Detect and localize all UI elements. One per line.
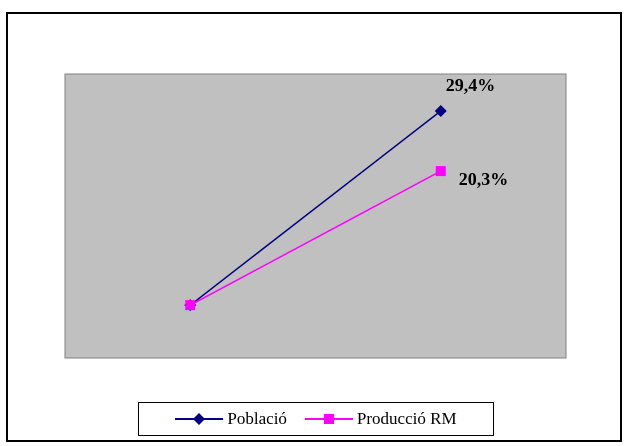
data-label-producci-rm: 20,3%	[459, 169, 509, 189]
data-point-producci-rm-1	[435, 166, 446, 177]
legend-label-produccio-rm: Producció RM	[356, 409, 457, 428]
legend-label-poblacio: Població	[227, 409, 287, 428]
legend-item-produccio-rm: Producció RM	[304, 409, 457, 429]
series-line-producci-rm	[189, 170, 442, 306]
legend: Població Producció RM	[138, 402, 494, 436]
legend-swatch-poblacio	[175, 413, 224, 425]
series-line-poblaci	[189, 110, 442, 306]
series-layer: 29,4% 20,3%	[184, 75, 509, 312]
data-point-producci-rm-0	[185, 300, 196, 311]
plot-area	[64, 73, 567, 359]
legend-swatch-produccio-rm	[304, 414, 353, 424]
data-point-poblaci-1	[434, 104, 447, 117]
legend-item-poblacio: Població	[175, 409, 287, 429]
data-label-poblaci: 29,4%	[446, 75, 496, 95]
